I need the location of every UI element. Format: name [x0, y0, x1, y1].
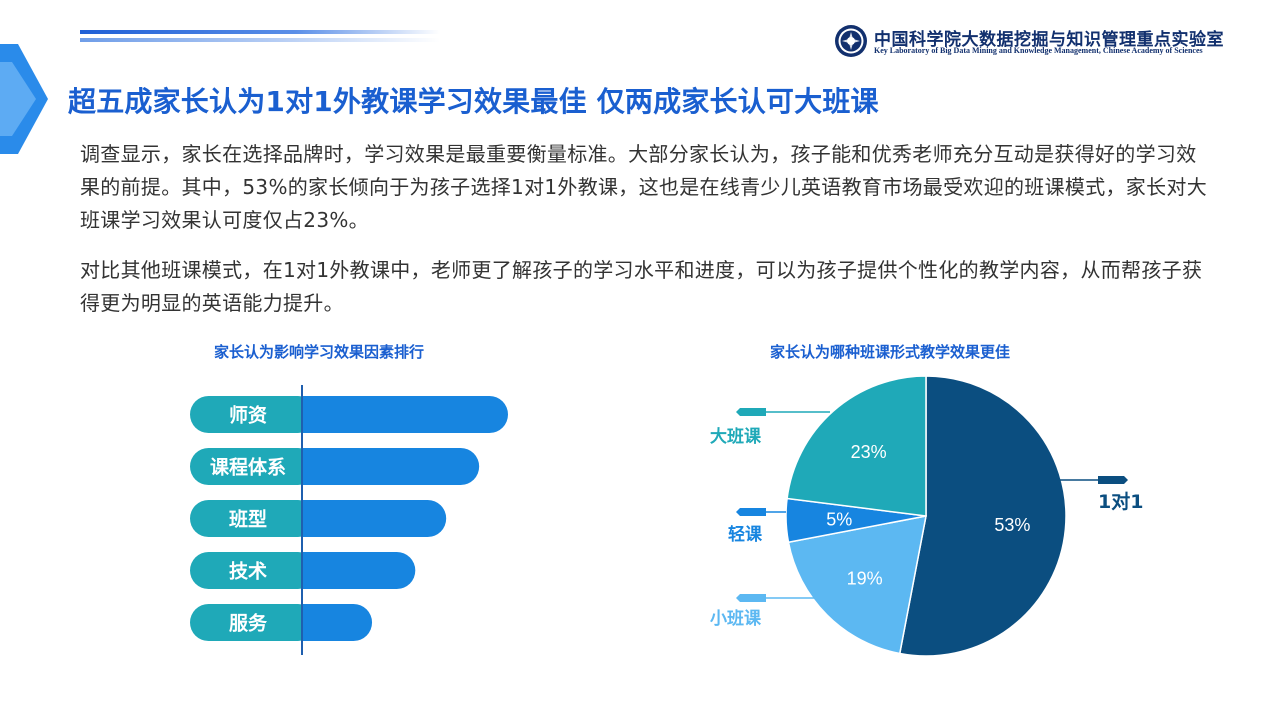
bar — [302, 552, 416, 589]
callout-tag — [736, 594, 766, 602]
accent-bar-light — [80, 38, 440, 42]
bar — [302, 396, 509, 433]
pie-value-label: 53% — [994, 515, 1030, 535]
intro-paragraph: 调查显示，家长在选择品牌时，学习效果是最重要衡量标准。大部分家长认为，孩子能和优… — [80, 142, 1208, 232]
page-title: 超五成家长认为1对1外教课学习效果最佳 仅两成家长认可大班课 — [68, 85, 879, 118]
bar-category-pill — [190, 552, 317, 589]
pie-slice — [898, 375, 1067, 657]
pie-value-label: 19% — [847, 568, 883, 588]
side-arrow-decoration — [0, 44, 48, 154]
accent-bar-dark — [80, 30, 440, 34]
bar-category-label: 服务 — [229, 612, 268, 635]
pie-category-label: 轻课 — [728, 524, 763, 545]
pie-category-label: 大班课 — [710, 426, 762, 447]
callout-tag — [736, 408, 766, 416]
cas-seal-icon — [835, 25, 867, 57]
bar — [302, 448, 480, 485]
header-accent-bars — [80, 30, 440, 44]
bar-category-pill — [190, 500, 317, 537]
bar-category-pill — [190, 604, 317, 641]
pie-value-label: 23% — [851, 442, 887, 462]
bar-category-label: 技术 — [229, 560, 267, 583]
pie-slice — [787, 515, 927, 655]
lab-name-en: Key Laboratory of Big Data Mining and Kn… — [874, 46, 1203, 55]
bar-category-pill — [190, 396, 317, 433]
callout-tag — [1098, 476, 1128, 484]
pie-chart-title: 家长认为哪种班课形式教学效果更佳 — [770, 343, 1011, 361]
comparison-paragraph: 对比其他班课模式，在1对1外教课中，老师更了解孩子的学习水平和进度，可以为孩子提… — [80, 258, 1203, 315]
bar-category-label: 师资 — [229, 404, 267, 427]
pie-value-label: 5% — [826, 510, 852, 530]
pie-category-label: 小班课 — [710, 609, 762, 629]
callout-tag — [736, 508, 766, 516]
bar-chart-title: 家长认为影响学习效果因素排行 — [214, 343, 425, 361]
lab-logo: 中国科学院大数据挖掘与知识管理重点实验室 Key Laboratory of B… — [834, 24, 1234, 58]
lab-name-cn: 中国科学院大数据挖掘与知识管理重点实验室 — [874, 30, 1224, 50]
bar-category-label: 课程体系 — [210, 456, 286, 479]
class-format-pie-chart: 53% 1对1 19% 小班课 5% 轻课 23% 大班课 — [710, 375, 1143, 657]
bar — [302, 604, 373, 641]
pie-category-label: 1对1 — [1098, 490, 1143, 513]
bar — [302, 500, 447, 537]
pie-slice — [786, 375, 927, 517]
bar-category-label: 班型 — [229, 508, 267, 531]
bar-category-pill — [190, 448, 317, 485]
